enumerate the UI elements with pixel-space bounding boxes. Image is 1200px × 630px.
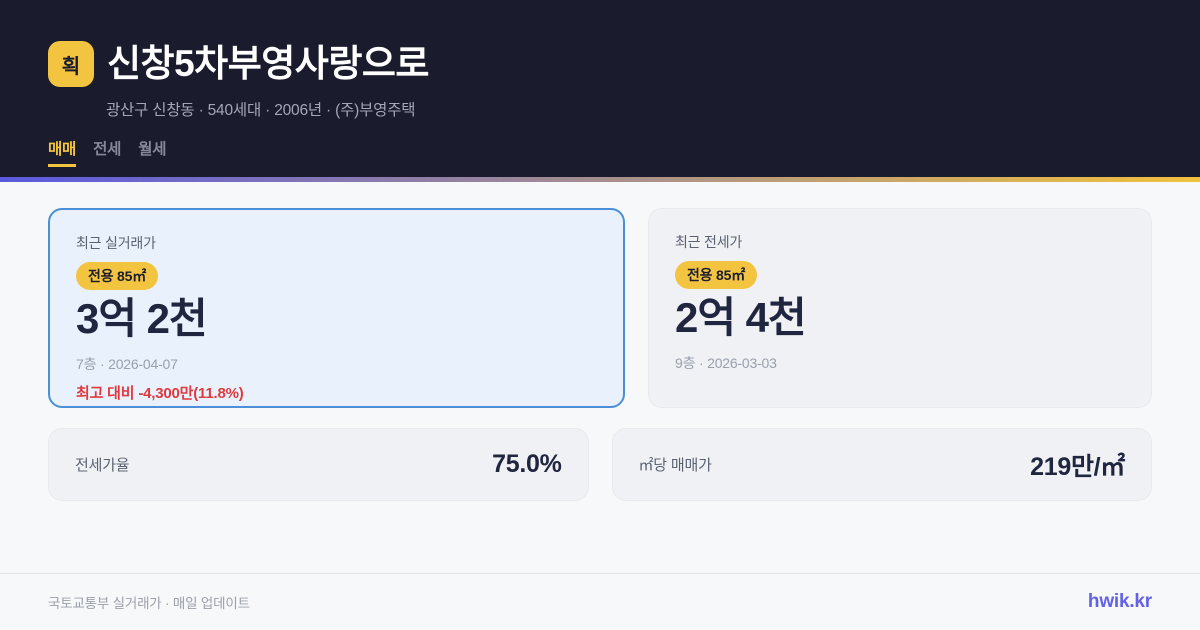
sale-price-delta: 최고 대비 -4,300만(11.8%): [76, 385, 244, 403]
header: 획 신창5차부영사랑으로 광산구 신창동 · 540세대 · 2006년 · (…: [0, 0, 1200, 177]
footer: 국토교통부 실거래가 · 매일 업데이트 hwik.kr: [0, 573, 1200, 630]
brand-link[interactable]: hwik.kr: [1087, 591, 1152, 612]
main-content: 최근 실거래가 전용 85㎡ 3억 2천 7층 · 2026-04-07 최고 …: [0, 182, 1200, 501]
tab-jeonse[interactable]: 전세: [93, 141, 122, 158]
stats-row: 전세가율 75.0% ㎡당 매매가 219만/㎡: [48, 428, 1152, 501]
sale-price-value: 3억 2천: [76, 295, 208, 342]
property-subtitle: 광산구 신창동 · 540세대 · 2006년 · (주)부영주택: [106, 102, 416, 119]
jeonse-price-value: 2억 4천: [675, 294, 807, 341]
jeonse-ratio-card: 전세가율 75.0%: [48, 428, 589, 501]
tab-wolse[interactable]: 월세: [138, 141, 167, 158]
accent-gradient-bar: [0, 177, 1200, 182]
jeonse-area-badge: 전용 85㎡: [675, 261, 758, 289]
price-per-sqm-value: 219만/㎡: [1030, 452, 1125, 481]
deal-type-tabs: 매매 전세 월세: [48, 137, 1152, 167]
jeonse-ratio-value: 75.0%: [492, 450, 562, 478]
price-cards-row: 최근 실거래가 전용 85㎡ 3억 2천 7층 · 2026-04-07 최고 …: [48, 208, 1152, 408]
price-per-sqm-label: ㎡당 매매가: [638, 457, 712, 474]
sale-price-card: 최근 실거래가 전용 85㎡ 3억 2천 7층 · 2026-04-07 최고 …: [48, 208, 625, 408]
title-row: 획 신창5차부영사랑으로: [48, 0, 1152, 87]
brand-logo-badge: 획: [48, 41, 94, 87]
page-title: 신창5차부영사랑으로: [107, 43, 429, 84]
data-source-text: 국토교통부 실거래가 · 매일 업데이트: [48, 596, 250, 611]
tab-maemae[interactable]: 매매: [48, 137, 76, 167]
jeonse-ratio-label: 전세가율: [75, 457, 130, 474]
price-per-sqm-card: ㎡당 매매가 219만/㎡: [611, 428, 1152, 501]
sale-card-label: 최근 실거래가: [76, 235, 156, 251]
jeonse-card-label: 최근 전세가: [675, 234, 743, 250]
sale-area-badge: 전용 85㎡: [76, 262, 159, 290]
sale-price-meta: 7층 · 2026-04-07: [76, 356, 178, 373]
jeonse-price-card: 최근 전세가 전용 85㎡ 2억 4천 9층 · 2026-03-03: [648, 208, 1152, 408]
jeonse-price-meta: 9층 · 2026-03-03: [675, 355, 777, 372]
